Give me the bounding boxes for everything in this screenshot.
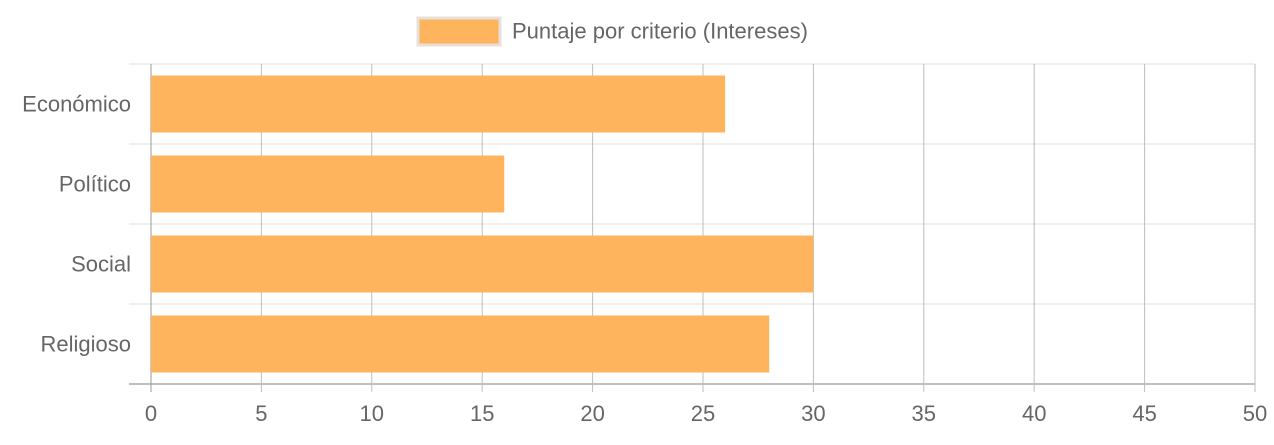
x-tick-label: 30: [801, 401, 825, 426]
x-tick-label: 40: [1022, 401, 1046, 426]
bar-económico[interactable]: [151, 75, 726, 133]
x-tick-label: 35: [912, 401, 936, 426]
y-axis-labels: Económico Político Social Religioso: [22, 92, 131, 357]
category-label: Religioso: [41, 332, 132, 357]
bar-político[interactable]: [151, 155, 505, 213]
legend-label: Puntaje por criterio (Intereses): [512, 19, 808, 44]
x-tick-label: 10: [360, 401, 384, 426]
x-tick-label: 0: [145, 401, 157, 426]
x-tick-label: 25: [691, 401, 715, 426]
x-tick-label: 45: [1132, 401, 1156, 426]
bar-religioso[interactable]: [151, 315, 770, 373]
bar-social[interactable]: [151, 235, 814, 293]
x-tick-label: 20: [580, 401, 604, 426]
category-label: Político: [59, 172, 131, 197]
category-label: Económico: [22, 92, 131, 117]
x-tick-label: 15: [470, 401, 494, 426]
x-tick-label: 5: [255, 401, 267, 426]
category-label: Social: [71, 252, 131, 277]
legend[interactable]: Puntaje por criterio (Intereses): [416, 16, 808, 47]
bars: [151, 75, 814, 373]
x-axis-labels: 0 5 10 15 20 25 30 35 40 45 50: [145, 401, 1267, 426]
legend-swatch: [416, 16, 502, 47]
x-tick-label: 50: [1243, 401, 1267, 426]
